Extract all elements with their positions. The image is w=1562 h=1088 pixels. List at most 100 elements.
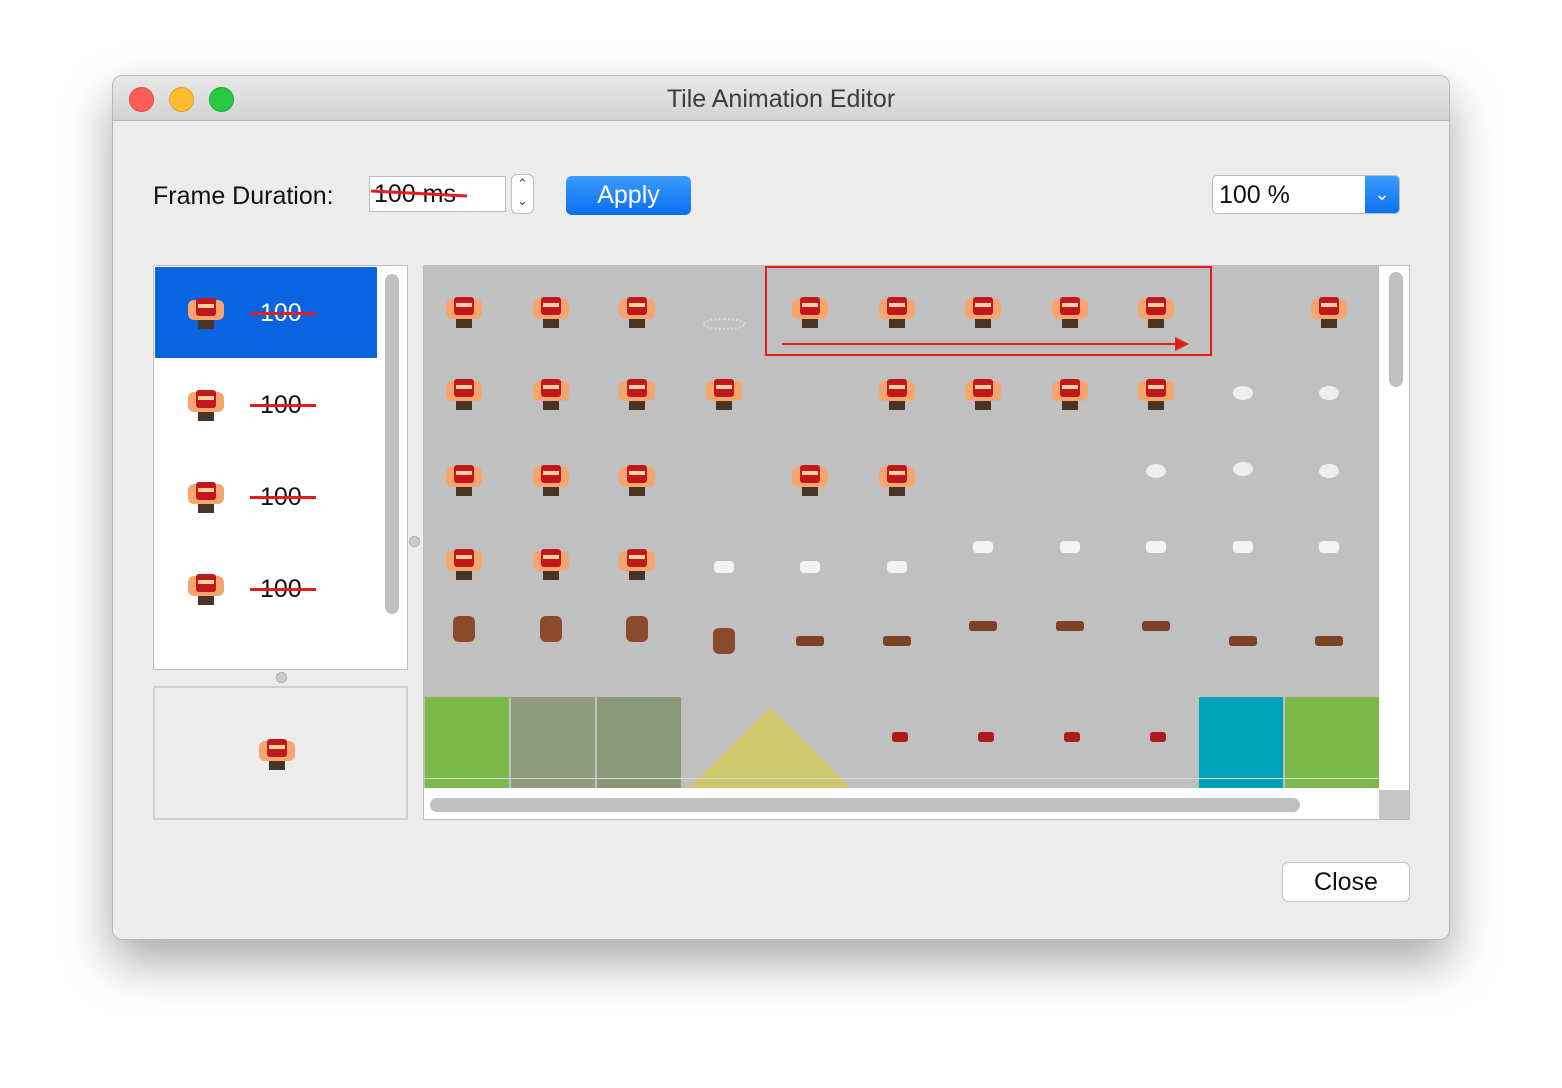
sprite-part: [629, 487, 645, 496]
sprite-part: [1061, 385, 1078, 389]
sprite: [615, 461, 659, 499]
sprite: [255, 735, 299, 773]
sprite-part: [1061, 401, 1078, 410]
sprite: [615, 545, 659, 583]
sprite: [1307, 293, 1351, 331]
h-scrollbar: [430, 798, 1300, 812]
sprite: [961, 375, 1005, 413]
sprite-part: [456, 385, 472, 389]
zoom-combo[interactable]: 100 % ⌄: [1212, 175, 1400, 214]
dust: [701, 318, 746, 330]
item: [1150, 732, 1166, 742]
sprite-part: [629, 319, 645, 328]
sprite: [184, 386, 228, 424]
sprite: [529, 545, 573, 583]
minimize-light[interactable]: [169, 87, 194, 112]
sprite-part: [1321, 303, 1337, 307]
grass-tile: [1285, 697, 1379, 788]
sprite-part: [269, 745, 285, 749]
sprite: [961, 293, 1005, 331]
bird: [1319, 541, 1339, 553]
tileset[interactable]: [424, 266, 1379, 788]
tileset-view: [423, 265, 1410, 820]
window: Tile Animation Editor Frame Duration: 10…: [112, 75, 1450, 940]
splitter-handle[interactable]: [276, 672, 287, 683]
debris: [796, 636, 824, 646]
bird: [886, 561, 907, 573]
sprite-part: [269, 761, 285, 770]
sprite: [529, 461, 573, 499]
bird: [1146, 541, 1166, 553]
close-button[interactable]: Close: [1282, 862, 1410, 902]
close-light[interactable]: [129, 87, 154, 112]
sprite-part: [802, 303, 818, 307]
sprite-part: [975, 401, 991, 410]
strike-annotation: [250, 312, 316, 315]
debris: [1055, 621, 1084, 631]
sprite: [442, 545, 486, 583]
sprite: [529, 375, 573, 413]
corner: [1379, 790, 1409, 819]
sprite: [788, 293, 832, 331]
sprite: [442, 293, 486, 331]
debris: [969, 621, 997, 631]
item: [978, 732, 994, 742]
sprite: [1048, 375, 1092, 413]
sprite-part: [542, 471, 559, 475]
frame-list: 100 100 100 100: [153, 265, 408, 670]
sprite: [1134, 375, 1178, 413]
sprite-part: [198, 488, 214, 492]
sprite-part: [198, 504, 214, 513]
duration-input[interactable]: 100 ms: [369, 176, 506, 212]
sprite: [875, 461, 919, 499]
roof: [686, 707, 854, 788]
sprite-part: [629, 571, 645, 580]
sprite-part: [888, 487, 905, 496]
strike-annotation: [250, 404, 316, 407]
effect: [1319, 464, 1339, 478]
stone-tile: [511, 697, 595, 788]
title-bar: Tile Animation Editor: [113, 76, 1449, 121]
arrow-head: [1175, 337, 1189, 351]
apply-button[interactable]: Apply: [566, 176, 691, 215]
sprite-part: [542, 555, 559, 559]
splitter-handle[interactable]: [409, 536, 420, 547]
sprite-part: [198, 304, 214, 308]
sprite-part: [542, 487, 559, 496]
zoom-light[interactable]: [209, 87, 234, 112]
sprite-part: [198, 580, 214, 584]
barrel: [712, 628, 735, 654]
debris: [1315, 636, 1343, 646]
sprite: [875, 375, 919, 413]
sprite-part: [802, 319, 818, 328]
v-scrollbar: [1389, 272, 1403, 387]
frame-duration-label: Frame Duration:: [153, 182, 334, 210]
grid-line: [424, 778, 1379, 779]
strike-annotation: [250, 496, 316, 499]
sprite-part: [1148, 385, 1164, 389]
effect: [1232, 386, 1253, 400]
window-title: Tile Animation Editor: [666, 85, 896, 113]
sprite-part: [975, 385, 991, 389]
apply-label: Apply: [597, 181, 660, 209]
bird: [713, 561, 734, 573]
sprite-part: [1061, 319, 1078, 328]
barrel: [539, 616, 562, 642]
sprite: [442, 461, 486, 499]
stepper[interactable]: ⌃ ⌄: [511, 174, 534, 214]
sprite-part: [975, 303, 991, 307]
sprite-part: [456, 303, 472, 307]
combo-arrow[interactable]: ⌄: [1365, 176, 1399, 213]
sprite-part: [198, 412, 214, 421]
scrollbar: [385, 274, 399, 614]
sprite-part: [456, 487, 472, 496]
sprite-part: [456, 571, 472, 580]
sprite-part: [198, 320, 214, 329]
sprite-part: [1148, 401, 1164, 410]
sprite-part: [888, 303, 905, 307]
sprite-part: [629, 303, 645, 307]
close-label: Close: [1314, 868, 1378, 896]
sprite: [442, 375, 486, 413]
sprite: [875, 293, 919, 331]
